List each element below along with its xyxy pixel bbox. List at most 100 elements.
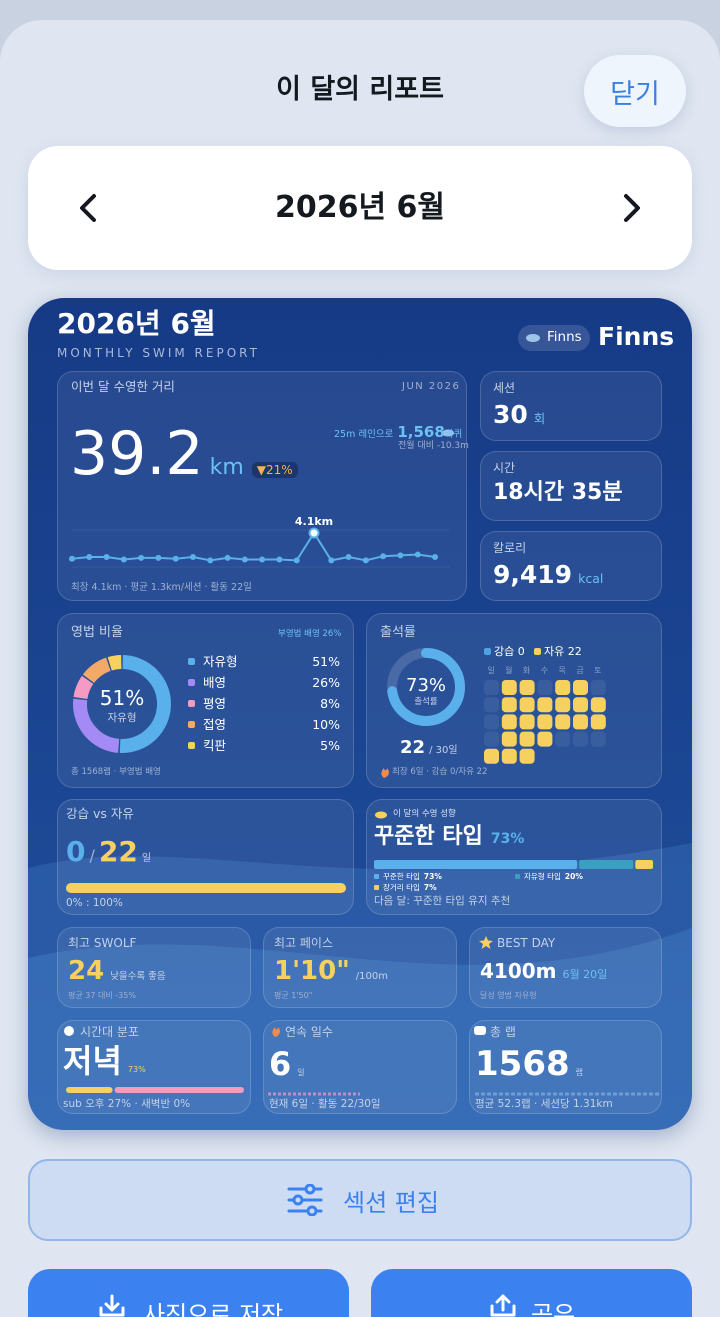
pace-value: 1'10" /100m (274, 958, 388, 984)
laps-value: 1568 랩 (475, 1047, 583, 1081)
save-photo-button[interactable]: 사진으로 저장 (28, 1269, 349, 1317)
peak-label: 4.1km (294, 515, 334, 528)
legend-name: 평영 (203, 696, 227, 711)
unit: 일 (141, 853, 152, 864)
calendar-day (484, 731, 499, 747)
calendar-day (555, 731, 571, 747)
date: 6월 20일 (562, 968, 608, 981)
legend-name: 장거리 타입 (383, 883, 420, 892)
calendar-day (537, 697, 553, 713)
unit: 랩 (575, 1068, 584, 1077)
calendar-day (573, 697, 588, 713)
panel-label: 시간 (493, 461, 516, 475)
laps-value: 1,568 (397, 423, 445, 441)
legend-swatch (188, 700, 195, 707)
legend-swatch (515, 874, 520, 879)
calendar-day (590, 731, 606, 747)
trend-point (224, 554, 231, 561)
compare-label: 전월 대비 -10.3m (398, 441, 469, 451)
unit: 회 (533, 411, 546, 426)
prev-month-button[interactable] (76, 192, 102, 224)
calendar-day (519, 680, 535, 695)
calendar-day (537, 714, 553, 730)
laps-line: 25m 레인으로 1,568 바퀴 (334, 425, 462, 440)
close-button[interactable]: 닫기 (584, 55, 686, 127)
panel-footer: 최장 6일 · 강습 0/자유 22 (392, 767, 488, 777)
trend-point (138, 554, 145, 561)
donut-segment (107, 655, 122, 671)
panel-label: 강습 vs 자유 (66, 806, 134, 821)
unit: km (209, 455, 244, 480)
weekday-label: 수 (540, 666, 549, 675)
distance-value: 39.2 km ▼21% (70, 424, 298, 484)
panel (469, 927, 662, 1008)
panel-label: 최고 SWOLF (68, 936, 137, 950)
panel-footer: 최장 4.1km · 평균 1.3km/세션 · 활동 22일 (71, 582, 252, 593)
fire-icon (272, 1027, 280, 1037)
trend-point (432, 554, 438, 561)
fire-icon (381, 768, 389, 778)
logo: Finns (598, 322, 675, 351)
weekday-label: 금 (576, 666, 584, 675)
panel (57, 927, 251, 1008)
trend-point (328, 557, 335, 564)
unit: 일 (297, 1068, 305, 1077)
days-total: / 30일 (429, 745, 458, 756)
trend-point (397, 552, 404, 559)
lesson-days: 0 (66, 835, 86, 868)
panel (57, 613, 354, 788)
goggles-icon (474, 1026, 486, 1035)
calendar-day (555, 680, 571, 695)
badge-label: Finns (547, 329, 582, 345)
calendar-day (519, 697, 535, 713)
calendar-day (573, 731, 588, 747)
trend-point (362, 557, 369, 564)
next-month-button[interactable] (618, 192, 644, 224)
share-button[interactable]: 공유 (371, 1269, 692, 1317)
value: 39.2 (70, 419, 204, 489)
legend-swatch (534, 648, 541, 655)
donut-segment (73, 675, 94, 700)
days-count: 22 (400, 737, 426, 758)
time-value: 18시간 35분 (493, 482, 623, 504)
value: 6 (269, 1045, 292, 1083)
report-subtitle: MONTHLY SWIM REPORT (57, 346, 260, 360)
trend-point (414, 551, 421, 558)
fish-icon (526, 334, 540, 342)
weekday-label: 월 (505, 666, 513, 675)
legend-name: 꾸준한 타입 (383, 872, 420, 881)
panel (57, 371, 467, 601)
panel-footer: sub 오후 27% · 새벽반 0% (63, 1098, 191, 1110)
share-icon (490, 1294, 516, 1317)
panel (480, 531, 662, 601)
edit-sections-button[interactable]: 섹션 편집 (28, 1159, 692, 1241)
recommendation: 다음 달: 꾸준한 타입 유지 추천 (374, 895, 511, 907)
value: 저녁 (63, 1042, 122, 1080)
legend-name: 자유 22 (544, 645, 582, 658)
ratio-label: 0% : 100% (66, 897, 123, 909)
legend-name: 킥판 (203, 738, 227, 753)
weekday-label: 목 (558, 666, 566, 675)
free-days: 22 (98, 835, 138, 868)
value: 4100m (480, 959, 557, 983)
trend-point (86, 554, 93, 561)
donut-center-label: 자유형 (107, 712, 137, 724)
separator: / (89, 846, 95, 865)
panel-label: BEST DAY (497, 936, 556, 950)
legend-name: 자유형 타입 (524, 872, 561, 881)
calendar-day (573, 714, 588, 730)
panel-note: 부영법 배영 26% (278, 629, 342, 639)
legend-value: 10% (312, 717, 340, 732)
donut-segment (73, 698, 120, 753)
calendar-day (555, 697, 571, 713)
panel-label: 칼로리 (493, 541, 527, 555)
legend-swatch (188, 721, 195, 728)
lesson-free-value: 0/22 일 (66, 838, 151, 866)
calendar-day (590, 697, 606, 713)
ring-caption: 출석률 (414, 697, 438, 707)
legend-value: 7% (423, 883, 437, 892)
badge-bg (518, 325, 590, 351)
time-slot-segment (66, 1087, 113, 1093)
type-title: 꾸준한 타입 73% (374, 826, 524, 848)
